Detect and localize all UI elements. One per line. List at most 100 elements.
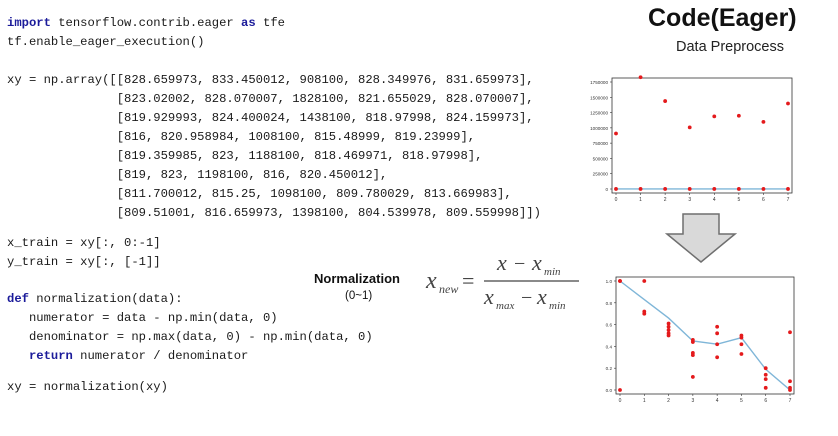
data-point (642, 279, 647, 283)
plot-frame (615, 276, 795, 395)
data-point (666, 321, 671, 326)
data-point (618, 279, 622, 283)
down-arrow-icon (665, 213, 737, 263)
data-point (761, 187, 766, 191)
y-tick-label: 500000 (593, 156, 609, 161)
raw-data-scatter-chart: 0 250000 500000 750000 1000000 1250000 1500000… (590, 75, 793, 202)
import-alias: tfe (255, 16, 285, 30)
data-point (739, 352, 744, 356)
y-tick-label: 0.6 (606, 323, 613, 328)
data-point (687, 125, 692, 130)
y-tick-label: 0.8 (606, 301, 613, 306)
xy-line: [823.02002, 828.070007, 1828100, 821.655… (7, 92, 534, 106)
data-point (788, 379, 792, 384)
data-point (788, 388, 792, 392)
enable-eager-line: tf.enable_eager_execution() (7, 35, 205, 49)
formula-den-minus: − (521, 287, 532, 309)
page-subtitle: Data Preprocess (676, 39, 784, 55)
data-point (763, 372, 768, 377)
formula-den-x2: x (536, 284, 547, 309)
def-keyword: def (7, 292, 29, 306)
code-train-split: x_train = xy[:, 0:-1] y_train = xy[:, [-… (7, 234, 161, 272)
code-call-line: xy = normalization(xy) (7, 378, 168, 397)
formula-den-x: x (483, 284, 494, 309)
x-tick-label: 4 (713, 197, 716, 202)
data-point (712, 187, 717, 191)
xy-line: [819, 823, 1198100, 816, 820.450012], (7, 168, 388, 182)
x-tick-label: 6 (764, 398, 767, 404)
normalized-data-scatter-chart: 0.0 0.2 0.4 0.6 0.8 1.0 0 1 2 3 4 5 6 7 (606, 276, 795, 404)
xy-line: [819.359985, 823, 1188100, 818.469971, 8… (7, 149, 483, 163)
formula-num-sub: min (544, 266, 561, 278)
data-point (666, 328, 671, 332)
data-point (638, 75, 643, 80)
x-tick-label: 3 (688, 197, 691, 202)
formula-lhs-sub: new (439, 282, 458, 296)
code-normalization-def: def normalization(data): numerator = dat… (7, 290, 373, 366)
xy-line: [819.929993, 824.400024, 1438100, 818.97… (7, 111, 534, 125)
y-tick-label: 0 (605, 187, 608, 192)
data-point (690, 340, 695, 344)
data-point (736, 113, 741, 118)
formula-equals: = (462, 268, 474, 293)
y-tick-label: 750000 (593, 141, 609, 146)
y-tick-label: 0.0 (606, 388, 613, 393)
x-tick-label: 0 (619, 398, 622, 404)
y-tick-label: 1000000 (590, 126, 608, 131)
data-point (739, 342, 744, 347)
data-point (736, 187, 741, 191)
y-tick-label: 250000 (593, 172, 609, 177)
data-point (690, 375, 695, 379)
formula-num-x: x (496, 250, 507, 275)
x-tick-label: 7 (787, 197, 790, 202)
series-line (619, 280, 791, 391)
normalization-formula: x new = x − x min x max − x min (425, 250, 579, 312)
return-keyword: return (7, 349, 73, 363)
xy-line: [809.51001, 816.659973, 1398100, 804.539… (7, 206, 541, 220)
y-tick-label: 1750000 (590, 80, 608, 85)
formula-den-sub-min: min (549, 300, 566, 312)
plot-frame (611, 77, 793, 194)
data-point (663, 187, 668, 191)
page-title: Code(Eager) (648, 4, 797, 32)
x-tick-label: 6 (762, 197, 765, 202)
data-point (715, 324, 720, 329)
x-tick-label: 5 (737, 197, 740, 202)
data-point (663, 99, 668, 103)
data-point (687, 187, 692, 191)
denominator-line: denominator = np.max(data, 0) - np.min(d… (7, 330, 373, 344)
import-keyword: import (7, 16, 51, 30)
data-point (763, 385, 768, 390)
y-tick-label: 1500000 (590, 95, 608, 100)
x-tick-label: 7 (789, 398, 792, 404)
y-tick-label: 1.0 (606, 279, 613, 284)
xy-line: [811.700012, 815.25, 1098100, 809.780029… (7, 187, 512, 201)
data-point (715, 331, 720, 336)
xy-line: xy = np.array([[828.659973, 833.450012, … (7, 73, 534, 87)
data-point (761, 119, 766, 124)
data-point (715, 355, 720, 360)
y-tick-label: 0.4 (606, 344, 613, 349)
data-point (788, 330, 792, 335)
data-point (690, 353, 695, 358)
data-point (666, 333, 671, 338)
normalization-label: Normalization (314, 271, 400, 286)
import-module: tensorflow.contrib.eager (50, 16, 242, 30)
data-point (763, 377, 768, 381)
data-point (642, 311, 647, 316)
data-point (614, 187, 618, 191)
formula-den-sub-max: max (496, 300, 514, 312)
data-point (786, 187, 790, 191)
normalization-call: xy = normalization(xy) (7, 380, 168, 394)
code-xy-array: xy = np.array([[828.659973, 833.450012, … (7, 71, 541, 223)
data-point (638, 187, 643, 191)
data-point (666, 324, 671, 329)
x-tick-label: 4 (716, 398, 719, 404)
data-point (786, 101, 790, 106)
data-point (715, 342, 720, 347)
data-point (712, 114, 717, 119)
x-tick-label: 2 (664, 197, 667, 202)
formula-lhs-var: x (425, 268, 437, 294)
formula-num-minus: − (514, 253, 525, 275)
normalization-range: (0~1) (345, 290, 373, 302)
